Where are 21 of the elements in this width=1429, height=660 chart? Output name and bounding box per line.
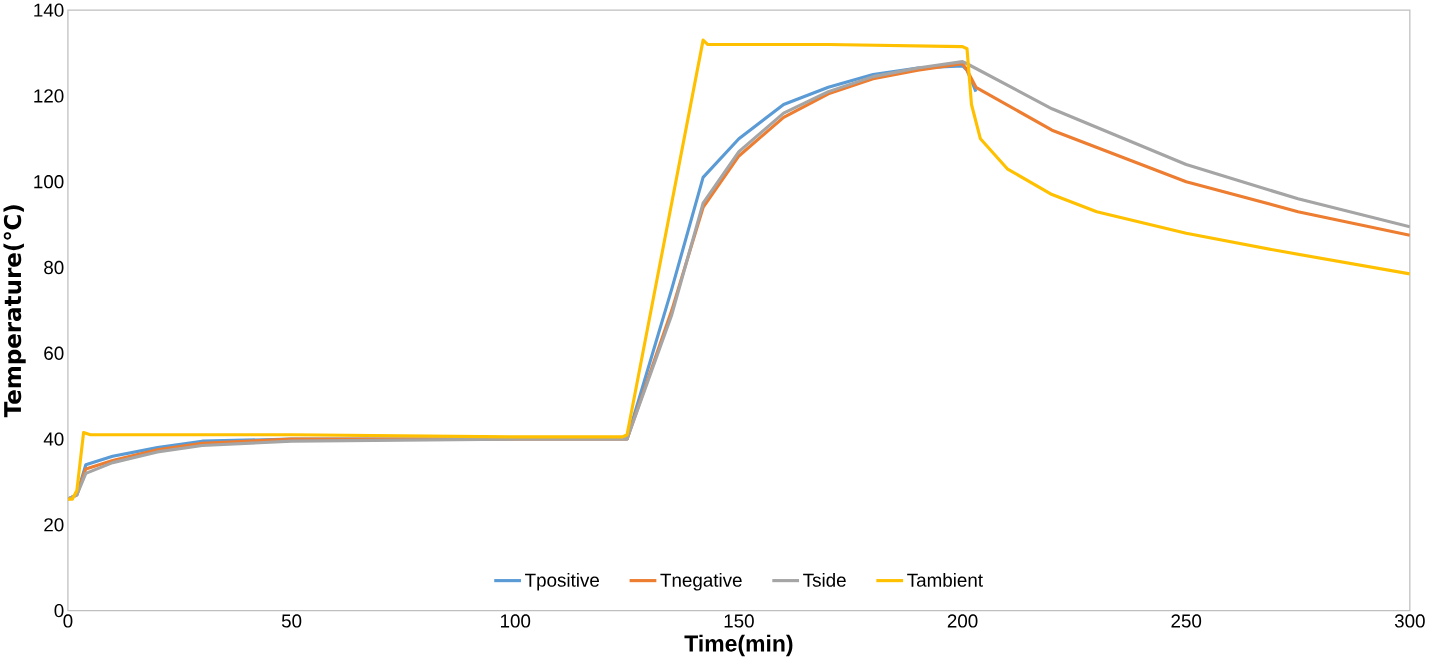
x-tick-label: 300 [1394,614,1425,628]
legend-label: Tside [803,573,846,587]
legend-label: Tpositive [525,573,599,591]
y-tick-label: 40 [43,432,64,446]
legend-label: Tnegative [660,573,742,591]
x-tick-label: 150 [724,614,754,628]
y-tick-label: 80 [44,260,64,275]
y-tick-label: 140 [34,3,64,17]
x-tick-label: 200 [947,614,978,628]
y-tick-label: 0 [54,604,64,618]
x-axis-title: Time(min) [684,634,793,657]
y-axis-title: Temperature(℃) [3,205,26,418]
y-tick-label: 60 [44,346,64,361]
y-tick-label: 120 [34,89,64,103]
x-tick-label: 250 [1171,614,1202,628]
x-tick-label: 50 [281,614,302,628]
y-tick-label: 100 [34,175,64,189]
x-tick-label: 100 [500,614,531,628]
x-tick-label: 0 [63,614,73,628]
legend-label: Tambient [907,573,983,587]
y-tick-label: 20 [44,518,64,532]
